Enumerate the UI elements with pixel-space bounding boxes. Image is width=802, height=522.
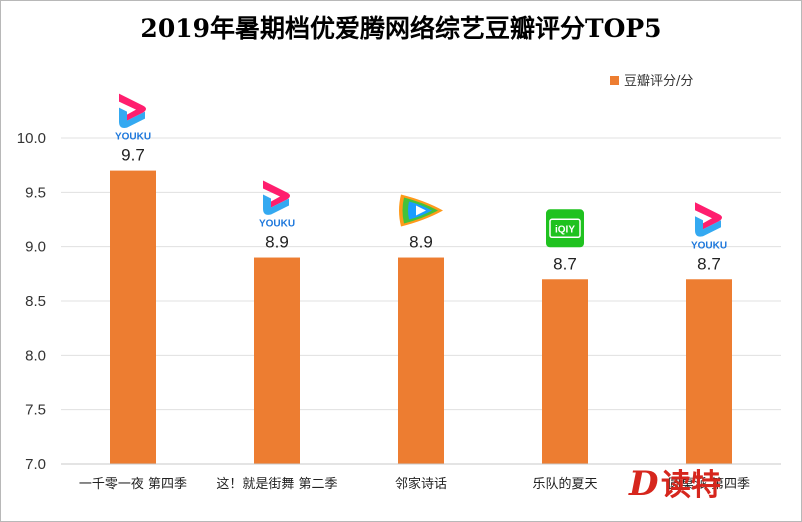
y-tick-label: 8.0 bbox=[25, 347, 46, 364]
legend: 豆瓣评分/分 bbox=[610, 74, 693, 89]
y-tick-label: 9.0 bbox=[25, 239, 46, 256]
data-label: 8.7 bbox=[697, 254, 721, 273]
y-axis-ticks: 7.0 7.5 8.0 8.5 9.0 9.5 10.0 bbox=[17, 130, 46, 473]
y-tick-label: 9.5 bbox=[25, 184, 46, 201]
watermark-text: 读特 bbox=[661, 468, 721, 503]
y-tick-label: 7.0 bbox=[25, 456, 46, 473]
y-tick-label: 8.5 bbox=[25, 293, 46, 310]
data-label: 9.7 bbox=[121, 146, 145, 165]
data-label: 8.9 bbox=[409, 233, 433, 252]
youku-logo-text: YOUKU bbox=[115, 132, 151, 143]
x-axis-categories: 一千零一夜 第四季 这！就是街舞 第二季 邻家诗话 乐队的夏天 圆桌派 第四季 bbox=[79, 476, 750, 492]
bar bbox=[110, 170, 156, 464]
data-labels: 9.7 8.9 8.9 8.7 8.7 bbox=[121, 146, 721, 274]
iqiyi-logo-icon: iQIY bbox=[546, 209, 584, 248]
y-tick-label: 7.5 bbox=[25, 402, 46, 419]
youku-logo-icon: YOUKU bbox=[691, 202, 727, 251]
x-category-label: 乐队的夏天 bbox=[532, 476, 597, 492]
bar bbox=[542, 279, 588, 464]
watermark-d-icon: D bbox=[628, 464, 659, 504]
iqiyi-logo-text: iQIY bbox=[555, 224, 575, 235]
legend-swatch bbox=[610, 76, 619, 85]
bar bbox=[254, 257, 300, 464]
chart-title: 2019年暑期档优爱腾网络综艺豆瓣评分TOP5 bbox=[140, 14, 661, 43]
x-category-label: 这！就是街舞 第二季 bbox=[216, 476, 337, 492]
bars bbox=[110, 170, 732, 464]
tencent-video-logo-icon bbox=[399, 194, 443, 227]
youku-logo-icon: YOUKU bbox=[259, 180, 295, 230]
watermark: D 读特 bbox=[628, 464, 721, 504]
platform-logos: YOUKU YOUKU iQIY YOUKU bbox=[115, 93, 727, 251]
data-label: 8.7 bbox=[553, 254, 577, 273]
x-category-label: 一千零一夜 第四季 bbox=[79, 477, 187, 492]
y-tick-label: 10.0 bbox=[17, 130, 46, 147]
x-category-label: 圆桌派 第四季 bbox=[668, 477, 750, 492]
bar bbox=[398, 257, 444, 464]
bar bbox=[686, 279, 732, 464]
data-label: 8.9 bbox=[265, 233, 289, 252]
youku-logo-icon: YOUKU bbox=[115, 93, 151, 143]
youku-logo-text: YOUKU bbox=[691, 240, 727, 251]
youku-logo-text: YOUKU bbox=[259, 219, 295, 230]
legend-label: 豆瓣评分/分 bbox=[624, 74, 693, 89]
x-category-label: 邻家诗话 bbox=[395, 476, 447, 492]
